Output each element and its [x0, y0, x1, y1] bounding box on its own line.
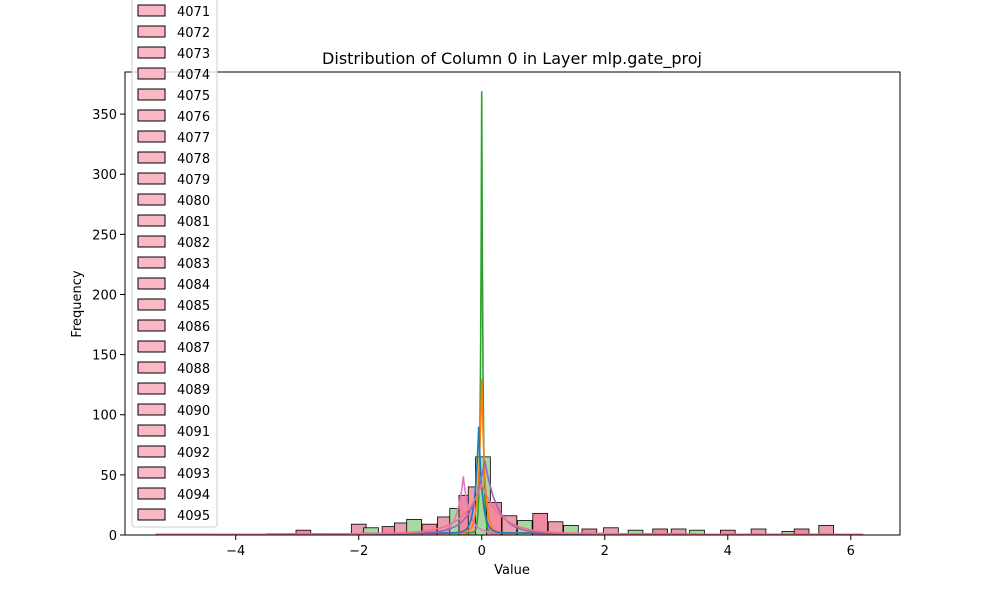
- legend-label: 4071: [177, 5, 210, 20]
- legend-label: 4077: [177, 131, 210, 146]
- plot-frame: [124, 71, 901, 536]
- y-tick-label: 50: [100, 469, 117, 484]
- x-axis-label: Value: [494, 563, 530, 578]
- legend-label: 4076: [177, 110, 210, 125]
- kde-curve: [155, 460, 864, 536]
- legend-swatch: [137, 508, 166, 521]
- chart-title: Distribution of Column 0 in Layer mlp.ga…: [322, 49, 702, 69]
- legend-swatch: [137, 67, 166, 80]
- legend-label: 4090: [177, 404, 210, 419]
- legend-swatch: [137, 340, 166, 353]
- x-axis: −4 −2 0 2 4 6: [226, 535, 855, 559]
- legend-label: 4095: [177, 509, 210, 524]
- kde-curve: [155, 91, 864, 536]
- legend: 4071 4072 4073 4074 4075 4076 4077 4078 4079 4080…: [131, 0, 218, 528]
- y-tick-label: 100: [92, 409, 117, 424]
- legend-label: 4089: [177, 383, 210, 398]
- legend-swatch: [137, 487, 166, 500]
- y-tick-label: 350: [92, 108, 117, 123]
- legend-swatch: [137, 88, 166, 101]
- legend-label: 4082: [177, 236, 210, 251]
- legend-swatch: [137, 382, 166, 395]
- x-tick-label: 4: [724, 544, 732, 559]
- legend-label: 4083: [177, 257, 210, 272]
- legend-label: 4081: [177, 215, 210, 230]
- legend-label: 4091: [177, 425, 210, 440]
- legend-swatch: [137, 130, 166, 143]
- legend-swatch: [137, 109, 166, 122]
- legend-swatch: [137, 256, 166, 269]
- legend-label: 4092: [177, 446, 210, 461]
- x-tick-label: 2: [601, 544, 609, 559]
- y-tick-label: 200: [92, 288, 117, 303]
- legend-label: 4087: [177, 341, 210, 356]
- legend-swatch: [137, 466, 166, 479]
- legend-swatch: [137, 4, 166, 17]
- y-tick-label: 150: [92, 349, 117, 364]
- legend-label: 4093: [177, 467, 210, 482]
- legend-swatch: [137, 277, 166, 290]
- legend-label: 4084: [177, 278, 210, 293]
- legend-label: 4094: [177, 488, 210, 503]
- legend-label: 4073: [177, 47, 210, 62]
- x-tick-label: −2: [349, 544, 368, 559]
- legend-swatch: [137, 424, 166, 437]
- legend-label: 4075: [177, 89, 210, 104]
- y-axis: 0 50 100 150 200 250 300 350: [92, 108, 125, 544]
- x-tick-label: 0: [478, 544, 486, 559]
- x-tick-label: −4: [226, 544, 245, 559]
- legend-swatch: [137, 214, 166, 227]
- legend-label: 4078: [177, 152, 210, 167]
- kde-curve: [155, 482, 864, 536]
- legend-swatch: [137, 172, 166, 185]
- y-tick-label: 0: [109, 529, 117, 544]
- legend-swatch: [137, 403, 166, 416]
- y-tick-label: 250: [92, 228, 117, 243]
- kde-curve: [155, 378, 864, 536]
- legend-label: 4086: [177, 320, 210, 335]
- legend-label: 4085: [177, 299, 210, 314]
- histogram-bar: [818, 524, 834, 536]
- legend-swatch: [137, 46, 166, 59]
- legend-swatch: [137, 361, 166, 374]
- legend-label: 4072: [177, 26, 210, 41]
- legend-label: 4080: [177, 194, 210, 209]
- legend-swatch: [137, 193, 166, 206]
- y-axis-label: Frequency: [70, 270, 85, 337]
- x-tick-label: 6: [847, 544, 855, 559]
- legend-label: 4088: [177, 362, 210, 377]
- y-tick-label: 300: [92, 168, 117, 183]
- legend-label: 4079: [177, 173, 210, 188]
- legend-swatch: [137, 151, 166, 164]
- legend-swatch: [137, 25, 166, 38]
- legend-swatch: [137, 319, 166, 332]
- legend-swatch: [137, 235, 166, 248]
- legend-swatch: [137, 298, 166, 311]
- legend-swatch: [137, 445, 166, 458]
- plot-area: [124, 71, 901, 536]
- legend-label: 4074: [177, 68, 210, 83]
